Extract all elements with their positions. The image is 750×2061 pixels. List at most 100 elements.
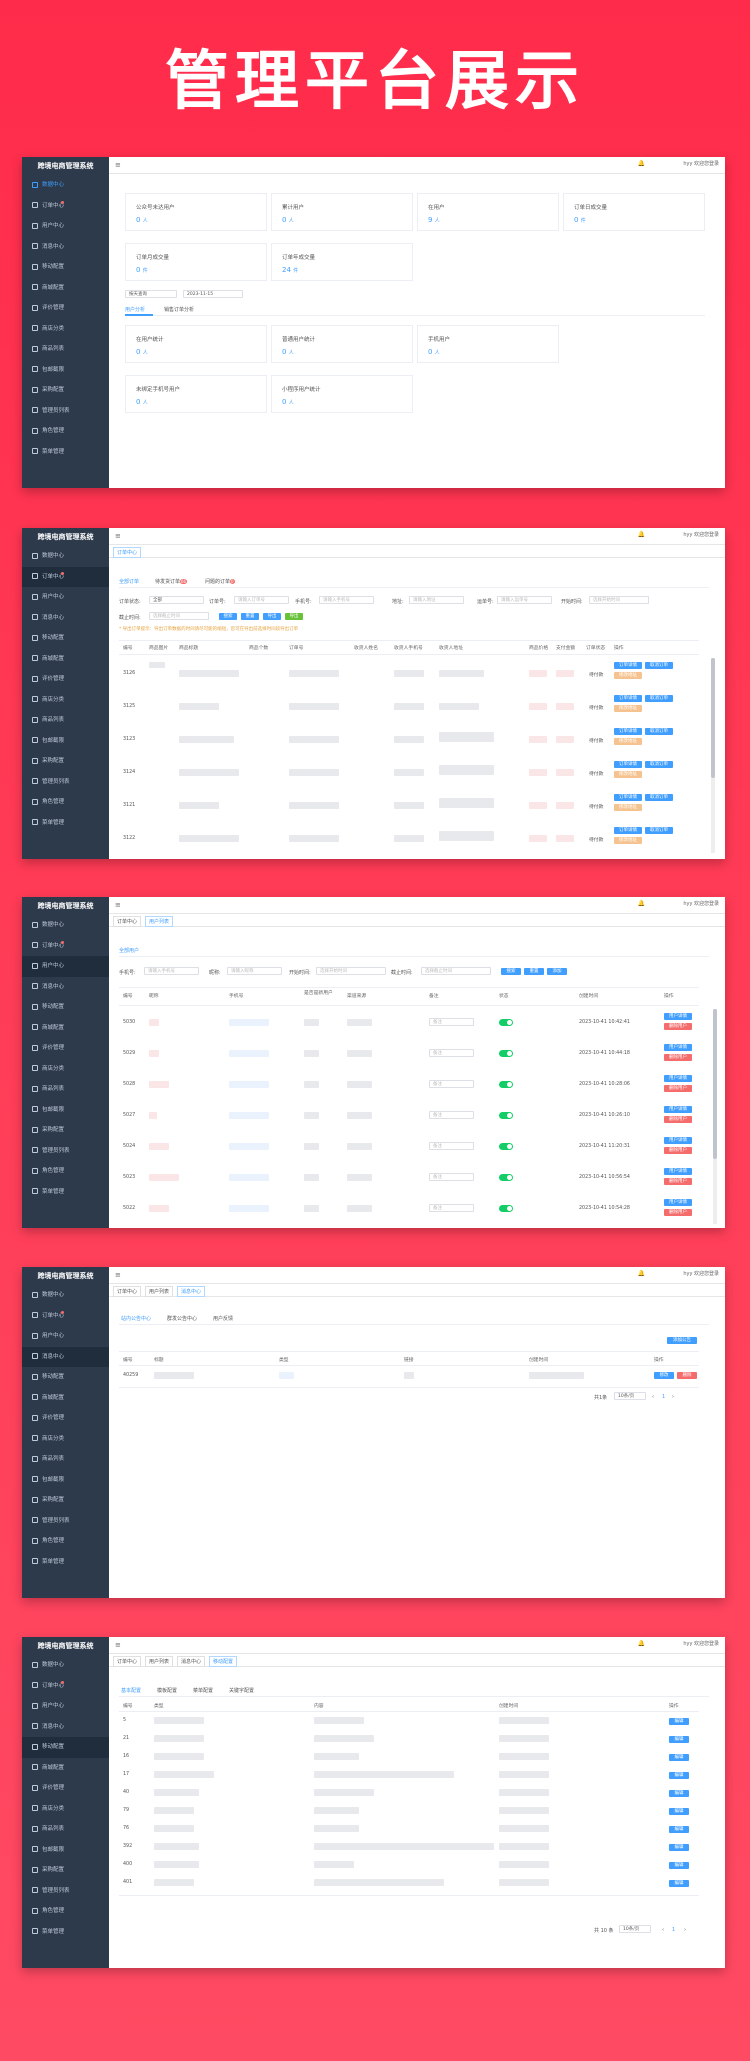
sidebar-item[interactable]: 菜单管理 [22,442,109,463]
sidebar-item[interactable]: 评价管理 [22,298,109,319]
menu-toggle-icon[interactable]: ≡ [115,161,121,169]
sidebar-item[interactable]: 角色管理 [22,792,109,813]
tab-users[interactable]: 用户列表 [145,1286,174,1297]
remark-input[interactable]: 备注 [429,1204,474,1212]
edit-button[interactable]: 编辑 [669,1862,689,1869]
status-toggle[interactable] [499,1112,513,1119]
sidebar-item[interactable]: 数据中心 [22,915,109,936]
sidebar-item[interactable]: 用户中心 [22,1696,109,1717]
bell-icon[interactable]: 🔔 [637,160,645,167]
sidebar-item[interactable]: 数据中心 [22,1285,109,1306]
phone-input[interactable]: 请输入手机号 [319,596,374,604]
sidebar-item[interactable]: 评价管理 [22,1778,109,1799]
pager-next-icon[interactable]: › [672,1394,674,1400]
edit-button[interactable]: 编辑 [669,1790,689,1797]
tab-messages[interactable]: 消息中心 [177,1286,206,1297]
sidebar-item[interactable]: 商品列表 [22,339,109,360]
edit-button[interactable]: 编辑 [669,1754,689,1761]
bell-icon[interactable]: 🔔 [637,1270,645,1277]
order-detail-button[interactable]: 订单详情 [614,827,642,834]
sidebar-item[interactable]: 商城配置 [22,1758,109,1779]
sidebar-item[interactable]: 消息中心 [22,977,109,998]
remark-input[interactable]: 备注 [429,1111,474,1119]
sidebar-item[interactable]: 订单中心 [22,1306,109,1327]
sidebar-item[interactable]: 采购配置 [22,1860,109,1881]
sidebar-item[interactable]: 管理员列表 [22,1881,109,1902]
add-user-button[interactable]: 添加 [547,968,567,975]
table-scrollbar[interactable] [711,658,715,853]
tab-users[interactable]: 用户列表 [145,1656,174,1667]
remark-input[interactable]: 备注 [429,1080,474,1088]
sidebar-item[interactable]: 采购配置 [22,1120,109,1141]
sidebar-item[interactable]: 移动配置 [22,1737,109,1758]
order-detail-button[interactable]: 订单详情 [614,695,642,702]
status-toggle[interactable] [499,1143,513,1150]
sidebar-item[interactable]: 采购配置 [22,380,109,401]
order-input[interactable]: 请输入订单号 [234,596,289,604]
menu-toggle-icon[interactable]: ≡ [115,1271,121,1279]
delete-user-button[interactable]: 删除用户 [664,1054,692,1061]
user-detail-button[interactable]: 用户详情 [664,1044,692,1051]
menu-toggle-icon[interactable]: ≡ [115,1641,121,1649]
edit-address-button[interactable]: 修改地址 [614,771,642,778]
menu-toggle-icon[interactable]: ≡ [115,901,121,909]
sidebar-item[interactable]: 菜单管理 [22,1922,109,1943]
subtab-site-notice[interactable]: 站内公告中心 [121,1316,152,1322]
user-detail-button[interactable]: 用户详情 [664,1075,692,1082]
sidebar-item[interactable]: 商城配置 [22,1388,109,1409]
subtab-all-users[interactable]: 全部用户 [119,948,140,954]
sidebar-item[interactable]: 菜单管理 [22,813,109,834]
pager-size-select[interactable]: 10条/页 [619,1925,651,1933]
edit-button[interactable]: 修改 [654,1372,674,1379]
edit-address-button[interactable]: 修改地址 [614,705,642,712]
edit-button[interactable]: 编辑 [669,1772,689,1779]
tab-orders[interactable]: 订单中心 [113,1286,142,1297]
subtab-problem[interactable]: 问题的订单0 [205,579,235,585]
tab-user-analysis[interactable]: 用户分析 [125,307,146,313]
user-detail-button[interactable]: 用户详情 [664,1013,692,1020]
user-greeting[interactable]: hyy 欢迎您登录 [683,161,719,167]
sidebar-item[interactable]: 移动配置 [22,1367,109,1388]
sidebar-item[interactable]: 包邮截限 [22,1470,109,1491]
sidebar-item[interactable]: 商店分类 [22,690,109,711]
sidebar-item[interactable]: 管理员列表 [22,772,109,793]
sidebar-item[interactable]: 数据中心 [22,546,109,567]
phone-input[interactable]: 请输入手机号 [144,967,199,975]
order-detail-button[interactable]: 订单详情 [614,761,642,768]
pager-page[interactable]: 1 [662,1394,666,1400]
pager-prev-icon[interactable]: ‹ [652,1394,654,1400]
user-detail-button[interactable]: 用户详情 [664,1168,692,1175]
sidebar-item[interactable]: 用户中心 [22,216,109,237]
sidebar-item[interactable]: 评价管理 [22,669,109,690]
sidebar-item[interactable]: 商店分类 [22,1799,109,1820]
subtab-menu[interactable]: 菜单配置 [193,1688,214,1694]
remark-input[interactable]: 备注 [429,1049,474,1057]
sidebar-item[interactable]: 移动配置 [22,257,109,278]
subtab-pending[interactable]: 待发货订单66 [155,579,188,585]
sidebar-item[interactable]: 移动配置 [22,997,109,1018]
start-time-input[interactable]: 选择开始时间 [589,596,649,604]
sidebar-item[interactable]: 角色管理 [22,421,109,442]
sidebar-item[interactable]: 订单中心 [22,566,109,587]
status-toggle[interactable] [499,1174,513,1181]
sidebar-item[interactable]: 商品列表 [22,1079,109,1100]
sidebar-item[interactable]: 采购配置 [22,751,109,772]
subtab-keyword[interactable]: 关键字配置 [229,1688,255,1694]
tab-orders[interactable]: 订单中心 [113,916,142,927]
tab-sales-analysis[interactable]: 销售订单分析 [164,307,195,313]
edit-button[interactable]: 编辑 [669,1718,689,1725]
subtab-feedback[interactable]: 用户反馈 [213,1316,234,1322]
search-button[interactable]: 搜索 [501,968,521,975]
reset-button[interactable]: 重置 [524,968,544,975]
sidebar-item[interactable]: 商店分类 [22,1429,109,1450]
nickname-input[interactable]: 请输入昵称 [227,967,282,975]
sidebar-item[interactable]: 订单中心 [22,196,109,217]
sidebar-item[interactable]: 消息中心 [22,1717,109,1738]
sidebar-item[interactable]: 管理员列表 [22,1511,109,1532]
bell-icon[interactable]: 🔔 [637,1640,645,1647]
export-all-button[interactable]: 导出 [285,613,303,620]
cancel-order-button[interactable]: 取消订单 [645,662,673,669]
delete-user-button[interactable]: 删除用户 [664,1178,692,1185]
tab-messages[interactable]: 消息中心 [177,1656,206,1667]
sidebar-item[interactable]: 包邮截限 [22,360,109,381]
